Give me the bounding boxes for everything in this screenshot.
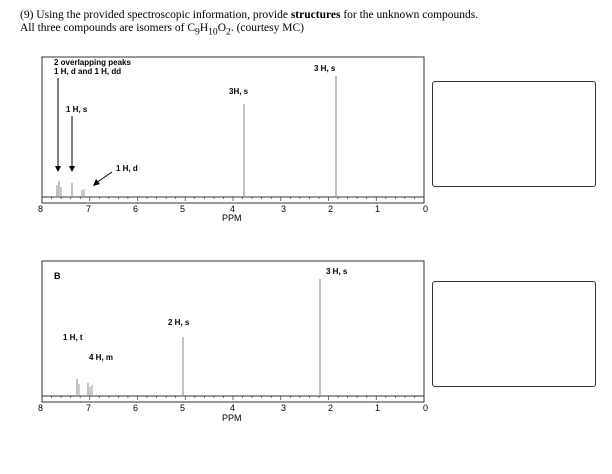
spectrum-a-tick-1: 1 [375,204,380,214]
spectrum-b-annotation-2h-s: 2 H, s [168,318,190,327]
spectrum-b-label: B [54,271,61,281]
spectrum-a-annotation-d-dd: 1 H, d and 1 H, dd [54,67,121,76]
spectrum-a-annotation-s-1h: 1 H, s [66,105,88,114]
spectrum-a-tick-6: 6 [133,204,138,214]
answer-box-b[interactable] [432,281,596,387]
question-text: (9) Using the provided spectroscopic inf… [20,9,600,38]
spectrum-b-tick-0: 0 [423,403,428,413]
spectrum-a-tick-3: 3 [281,204,286,214]
spectrum-a-annotation-d-1h: 1 H, d [116,164,138,173]
answer-box-a[interactable] [432,81,596,187]
spectrum-b-annotation-3h-s: 3 H, s [326,267,348,276]
spectrum-b-tick-8: 8 [38,403,43,413]
question-line-2: All three compounds are isomers of C9H10… [20,22,304,38]
spectrum-a-tick-7: 7 [86,204,91,214]
spectrum-b: 8 7 6 5 4 3 2 1 0 PPM B 1 H, t 4 H, m 2 … [38,260,428,423]
spectrum-a-tick-2: 2 [328,204,333,214]
spectrum-a-arrowhead-3 [93,179,100,186]
spectrum-a-arrowhead-2 [69,166,75,172]
spectrum-b-tick-6: 6 [133,403,138,413]
spectrum-b-tick-1: 1 [375,403,380,413]
spectrum-b-tick-7: 7 [86,403,91,413]
spectrum-b-axis-label: PPM [222,413,242,423]
question-line-1: (9) Using the provided spectroscopic inf… [20,9,479,21]
spectrum-a-arrow-3 [95,171,113,184]
spectrum-a-annotation-overlap: 2 overlapping peaks [54,58,131,67]
spectrum-b-tick-4: 4 [230,403,235,413]
spectrum-b-tick-3: 3 [281,403,286,413]
spectrum-a-axis-label: PPM [222,213,242,223]
spectrum-a-tick-8: 8 [38,204,43,214]
spectrum-a-frame [41,56,425,204]
spectrum-b-tick-5: 5 [180,403,185,413]
spectrum-a: 8 7 6 5 4 3 2 1 0 PPM 2 overlapping peak… [38,56,428,223]
spectrum-b-annotation-1h-t: 1 H, t [63,333,83,342]
spectrum-a-tick-0: 0 [423,204,428,214]
spectrum-a-ticks [41,197,425,201]
spectrum-b-tick-2: 2 [328,403,333,413]
spectrum-a-tick-4: 4 [230,204,235,214]
spectrum-a-tick-5: 5 [180,204,185,214]
spectrum-b-annotation-4h-m: 4 H, m [89,353,113,362]
spectrum-b-frame [41,260,425,403]
spectrum-a-annotation-3h-s-2: 3 H, s [314,64,336,73]
spectrum-b-ticks [41,396,425,400]
spectrum-a-annotation-3h-s: 3H, s [229,87,249,96]
spectrum-a-arrowhead-1 [55,166,61,172]
